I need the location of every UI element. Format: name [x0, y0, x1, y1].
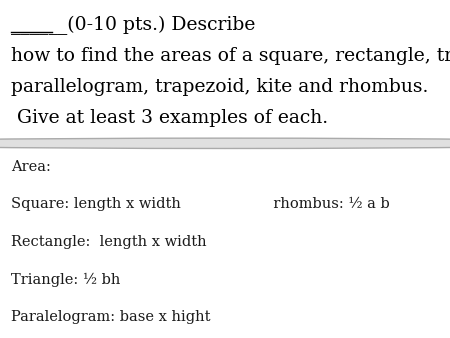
Text: parallelogram, trapezoid, kite and rhombus.: parallelogram, trapezoid, kite and rhomb… [11, 78, 428, 96]
Circle shape [0, 138, 450, 148]
Text: Give at least 3 examples of each.: Give at least 3 examples of each. [11, 109, 328, 127]
Text: ______(0-10 pts.) Describe: ______(0-10 pts.) Describe [11, 16, 256, 35]
Text: Square: length x width                    rhombus: ½ a b: Square: length x width rhombus: ½ a b [11, 197, 390, 212]
Text: Paralelogram: base x hight: Paralelogram: base x hight [11, 310, 211, 324]
Text: Rectangle:  length x width: Rectangle: length x width [11, 235, 207, 249]
Text: how to find the areas of a square, rectangle, triangle,: how to find the areas of a square, recta… [11, 47, 450, 65]
Text: Area:: Area: [11, 160, 51, 174]
Text: Triangle: ½ bh: Triangle: ½ bh [11, 272, 121, 287]
